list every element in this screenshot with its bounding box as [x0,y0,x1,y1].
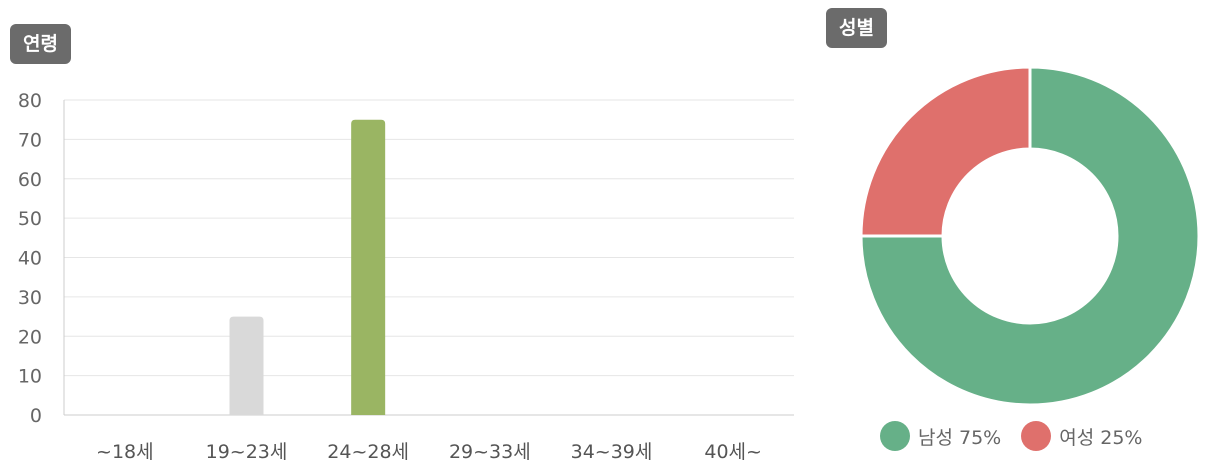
gender-legend: 남성 75% 여성 25% [880,421,1162,451]
y-tick-label: 80 [18,90,42,112]
bar-24~28세[interactable] [351,120,385,415]
female-color-dot [1021,421,1051,451]
legend-label-male: 남성 75% [918,423,1001,450]
y-tick-label: 40 [18,248,42,270]
y-tick-label: 30 [18,287,42,309]
x-tick-label: 24~28세 [327,441,409,463]
bar-gridlines [64,100,794,415]
y-tick-label: 0 [30,405,42,427]
gender-donut-chart [850,60,1210,420]
y-tick-label: 60 [18,169,42,191]
x-tick-label: 34~39세 [571,441,653,463]
legend-item-female[interactable]: 여성 25% [1021,421,1142,451]
y-tick-label: 20 [18,326,42,348]
y-tick-label: 70 [18,129,42,151]
x-tick-label: 19~23세 [206,441,288,463]
bar-19~23세[interactable] [230,317,264,415]
gender-chart-title: 성별 [826,8,887,48]
age-bar-chart: 0 10 20 30 40 50 60 70 80 ~18세 19~23세 24~28세 29~33세… [0,0,800,476]
male-color-dot [880,421,910,451]
legend-item-male[interactable]: 남성 75% [880,421,1001,451]
bar-series [230,120,386,415]
x-tick-label: ~18세 [96,441,154,463]
y-tick-label: 10 [18,366,42,388]
slice-여성[interactable] [861,67,1030,236]
x-tick-label: 40세~ [704,441,762,463]
legend-label-female: 여성 25% [1059,423,1142,450]
y-tick-label: 50 [18,208,42,230]
x-tick-label: 29~33세 [449,441,531,463]
bar-y-axis: 0 10 20 30 40 50 60 70 80 [18,90,42,427]
bar-x-axis: ~18세 19~23세 24~28세 29~33세 34~39세 40세~ [96,441,762,463]
